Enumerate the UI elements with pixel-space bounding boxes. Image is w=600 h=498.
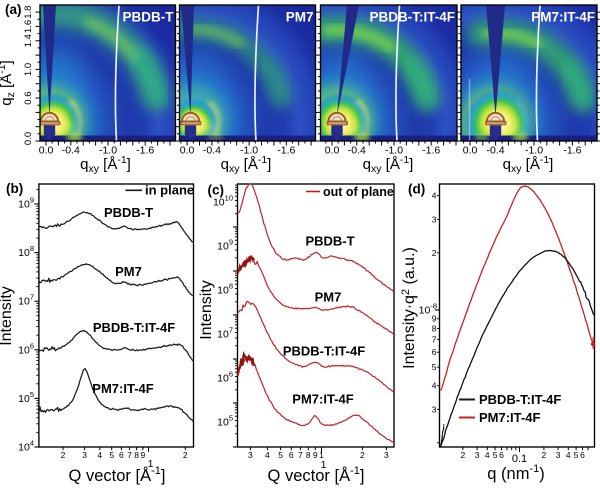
svg-text:1.4: 1.4 xyxy=(23,34,34,47)
svg-text:1.0: 1.0 xyxy=(23,63,34,76)
svg-text:3: 3 xyxy=(432,404,437,414)
svg-text:5: 5 xyxy=(574,450,579,460)
svg-text:PBDB-T: PBDB-T xyxy=(305,234,354,249)
svg-text:-1.6: -1.6 xyxy=(422,145,440,157)
svg-text:-0.4: -0.4 xyxy=(487,145,505,157)
svg-text:6: 6 xyxy=(289,450,294,460)
svg-text:Intensity: Intensity xyxy=(198,280,215,340)
svg-text:6: 6 xyxy=(119,450,124,460)
svg-text:3: 3 xyxy=(384,450,389,460)
svg-text:3: 3 xyxy=(432,214,437,224)
svg-text:PBDB-T: PBDB-T xyxy=(123,10,175,25)
svg-text:PBDB-T:IT-4F: PBDB-T:IT-4F xyxy=(283,344,365,359)
svg-text:0.0: 0.0 xyxy=(23,132,34,145)
svg-text:Intensity: Intensity xyxy=(0,286,15,346)
svg-text:4: 4 xyxy=(97,450,102,460)
svg-text:-0.4: -0.4 xyxy=(62,145,80,157)
svg-text:5: 5 xyxy=(432,362,437,372)
svg-text:3: 3 xyxy=(556,450,561,460)
svg-text:5: 5 xyxy=(109,450,114,460)
svg-text:0.0: 0.0 xyxy=(39,145,54,157)
svg-text:PBDB-T: PBDB-T xyxy=(104,205,153,220)
svg-text:4: 4 xyxy=(265,450,270,460)
svg-text:out of plane: out of plane xyxy=(323,185,394,199)
svg-text:8: 8 xyxy=(134,450,139,460)
svg-text:0.6: 0.6 xyxy=(23,91,34,104)
svg-text:PBDB-T:IT-4F: PBDB-T:IT-4F xyxy=(370,10,456,25)
svg-text:PBDB-T:IT-4F: PBDB-T:IT-4F xyxy=(93,320,175,335)
svg-text:1.6: 1.6 xyxy=(23,20,34,33)
svg-text:5: 5 xyxy=(278,450,283,460)
svg-text:0.0: 0.0 xyxy=(463,145,478,157)
svg-text:1: 1 xyxy=(148,458,154,470)
svg-text:2: 2 xyxy=(542,450,547,460)
svg-text:2: 2 xyxy=(461,450,466,460)
svg-text:(b): (b) xyxy=(6,181,23,196)
svg-text:(d): (d) xyxy=(408,182,425,197)
svg-text:PM7:IT-4F: PM7:IT-4F xyxy=(531,10,595,25)
svg-text:0.0: 0.0 xyxy=(325,145,340,157)
svg-text:2: 2 xyxy=(61,450,66,460)
svg-text:Intensity·q2 (a.u.): Intensity·q2 (a.u.) xyxy=(400,247,418,369)
svg-text:-1.0: -1.0 xyxy=(385,145,403,157)
svg-text:PBDB-T:IT-4F: PBDB-T:IT-4F xyxy=(479,392,561,407)
svg-text:3: 3 xyxy=(475,450,480,460)
svg-text:in plane: in plane xyxy=(145,183,194,198)
svg-text:7: 7 xyxy=(127,450,132,460)
svg-text:1.8: 1.8 xyxy=(23,6,34,19)
svg-text:-1.6: -1.6 xyxy=(136,145,154,157)
svg-text:-1.0: -1.0 xyxy=(525,145,543,157)
svg-text:6: 6 xyxy=(499,450,504,460)
svg-text:4: 4 xyxy=(432,191,437,201)
svg-text:5: 5 xyxy=(493,450,498,460)
svg-text:3: 3 xyxy=(248,450,253,460)
svg-text:-0.4: -0.4 xyxy=(348,145,366,157)
svg-text:PM7: PM7 xyxy=(286,10,314,25)
svg-text:-1.0: -1.0 xyxy=(99,145,117,157)
svg-text:2: 2 xyxy=(183,450,188,460)
svg-text:9: 9 xyxy=(141,450,146,460)
svg-text:PM7: PM7 xyxy=(115,264,142,279)
svg-text:9: 9 xyxy=(313,450,318,460)
svg-text:2: 2 xyxy=(432,248,437,258)
svg-text:4: 4 xyxy=(566,450,571,460)
svg-text:PM7:IT-4F: PM7:IT-4F xyxy=(292,392,353,407)
svg-text:-1.6: -1.6 xyxy=(277,145,295,157)
svg-text:(a): (a) xyxy=(5,2,22,17)
svg-text:4: 4 xyxy=(432,381,437,391)
svg-text:4: 4 xyxy=(485,450,490,460)
svg-text:-0.4: -0.4 xyxy=(203,145,221,157)
svg-text:7: 7 xyxy=(298,450,303,460)
svg-text:2: 2 xyxy=(360,450,365,460)
svg-text:-1.6: -1.6 xyxy=(563,145,581,157)
svg-text:9: 9 xyxy=(432,314,437,324)
svg-text:6: 6 xyxy=(432,347,437,357)
svg-text:PM7: PM7 xyxy=(315,290,342,305)
svg-text:0.1: 0.1 xyxy=(512,453,527,465)
svg-text:Q vector [Å-1]: Q vector [Å-1] xyxy=(268,465,365,485)
svg-text:8: 8 xyxy=(432,323,437,333)
svg-text:(c): (c) xyxy=(208,183,225,198)
svg-text:3: 3 xyxy=(82,450,87,460)
svg-text:8: 8 xyxy=(306,450,311,460)
svg-text:PM7:IT-4F: PM7:IT-4F xyxy=(92,381,153,396)
svg-text:7: 7 xyxy=(432,334,437,344)
svg-text:1: 1 xyxy=(319,450,324,460)
svg-text:6: 6 xyxy=(580,450,585,460)
svg-text:Q vector [Å-1]: Q vector [Å-1] xyxy=(69,465,166,485)
svg-text:-1.0: -1.0 xyxy=(240,145,258,157)
svg-text:PM7:IT-4F: PM7:IT-4F xyxy=(479,410,540,425)
svg-text:1: 1 xyxy=(321,459,327,471)
svg-text:0.0: 0.0 xyxy=(180,145,195,157)
